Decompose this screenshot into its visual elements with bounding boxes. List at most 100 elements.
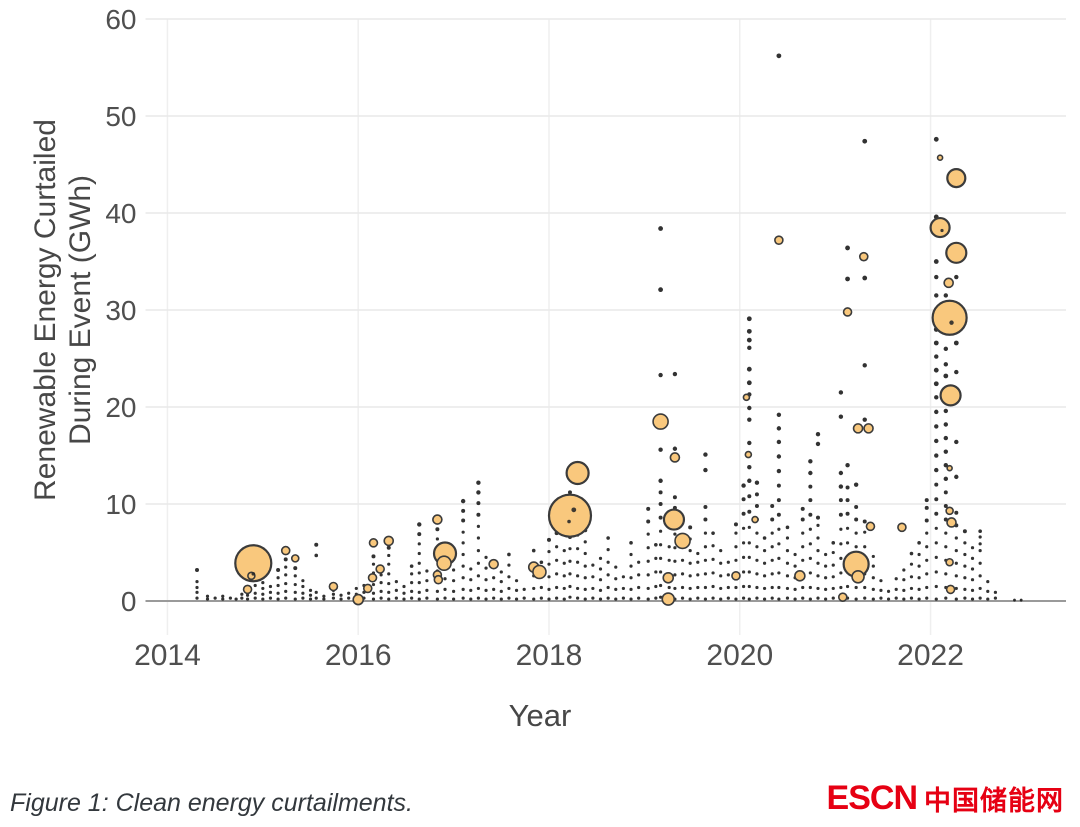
event-dot (902, 597, 906, 601)
event-dot (522, 587, 526, 592)
event-dot (934, 354, 939, 359)
event-dot (658, 515, 663, 520)
event-dot (953, 340, 959, 346)
curtailment-bubble (662, 571, 675, 584)
event-dot (629, 576, 633, 580)
event-dot (696, 585, 700, 590)
event-dot (978, 574, 982, 578)
event-dot (658, 570, 663, 574)
event-dot (785, 586, 790, 591)
curtailment-bubble (368, 538, 379, 548)
event-dot (801, 558, 805, 562)
event-dot (371, 554, 376, 559)
event-dot (555, 596, 559, 600)
event-dot (703, 452, 708, 457)
event-dot (746, 328, 752, 334)
event-dot (672, 495, 677, 500)
event-dot (747, 570, 751, 574)
curtailment-bubble (837, 592, 848, 602)
event-dot (532, 597, 536, 601)
event-dot (379, 596, 383, 600)
event-dot (954, 536, 958, 540)
event-dot (658, 287, 663, 293)
event-dot (567, 519, 571, 524)
event-dot (484, 597, 488, 601)
escn-logo-chinese: 中国储能网 (924, 786, 1064, 816)
event-dot (621, 586, 625, 591)
event-dot (770, 572, 774, 576)
event-dot (1013, 598, 1016, 602)
event-dot (793, 564, 797, 568)
event-dot (719, 561, 723, 565)
event-dot (703, 545, 708, 549)
event-dot (568, 572, 572, 576)
event-dot (452, 568, 456, 572)
event-dot (425, 579, 429, 583)
event-dot (562, 561, 566, 565)
event-dot (688, 561, 692, 565)
event-dot (824, 587, 828, 592)
event-dot (591, 563, 595, 567)
event-dot (755, 596, 759, 600)
event-dot (276, 576, 280, 580)
event-dot (934, 482, 939, 487)
event-dot (733, 522, 738, 527)
event-dot (654, 556, 658, 560)
event-dot (688, 525, 693, 530)
event-dot (621, 575, 625, 579)
event-dot (824, 564, 828, 568)
event-dot (583, 551, 587, 556)
event-dot (762, 597, 767, 601)
event-dot (507, 552, 511, 557)
event-dot (970, 597, 975, 601)
event-dot (696, 551, 700, 556)
event-dot (755, 585, 759, 590)
event-dot (583, 564, 587, 568)
event-dot (741, 526, 746, 530)
event-dot (747, 494, 752, 499)
event-dot (547, 597, 551, 601)
event-dot (943, 293, 949, 298)
event-dot (747, 405, 752, 411)
event-dot (925, 531, 929, 535)
event-dot (831, 550, 835, 555)
event-dot (576, 596, 580, 600)
event-dot (711, 544, 715, 548)
event-dot (387, 581, 391, 586)
event-dot (770, 517, 775, 522)
event-dot (894, 587, 898, 592)
event-dot (461, 564, 465, 568)
event-dot (514, 579, 519, 583)
event-dot (583, 597, 587, 601)
event-dot (387, 553, 391, 558)
event-dot (293, 590, 297, 594)
event-dot (606, 596, 610, 600)
event-dot (443, 596, 447, 600)
event-dot (925, 545, 929, 549)
event-dot (576, 547, 580, 551)
event-dot (425, 569, 429, 573)
event-dot (940, 228, 944, 233)
event-dot (646, 532, 650, 536)
event-dot (314, 596, 318, 600)
event-dot (993, 596, 998, 600)
event-dot (808, 571, 812, 575)
event-dot (606, 548, 610, 552)
event-dot (402, 597, 406, 601)
curtailment-bubble (488, 558, 499, 570)
curtailment-bubble (328, 581, 339, 592)
event-dot (785, 525, 790, 530)
event-dot (703, 467, 708, 473)
event-dot (673, 532, 677, 536)
event-dot (862, 417, 867, 422)
event-dot (755, 545, 759, 549)
event-dot (598, 597, 603, 601)
event-dot (240, 596, 244, 600)
curtailment-bubble (946, 464, 953, 472)
event-dot (293, 582, 297, 587)
event-dot (583, 587, 587, 592)
event-dot (845, 526, 850, 530)
event-dot (672, 371, 678, 377)
event-dot (629, 597, 633, 601)
